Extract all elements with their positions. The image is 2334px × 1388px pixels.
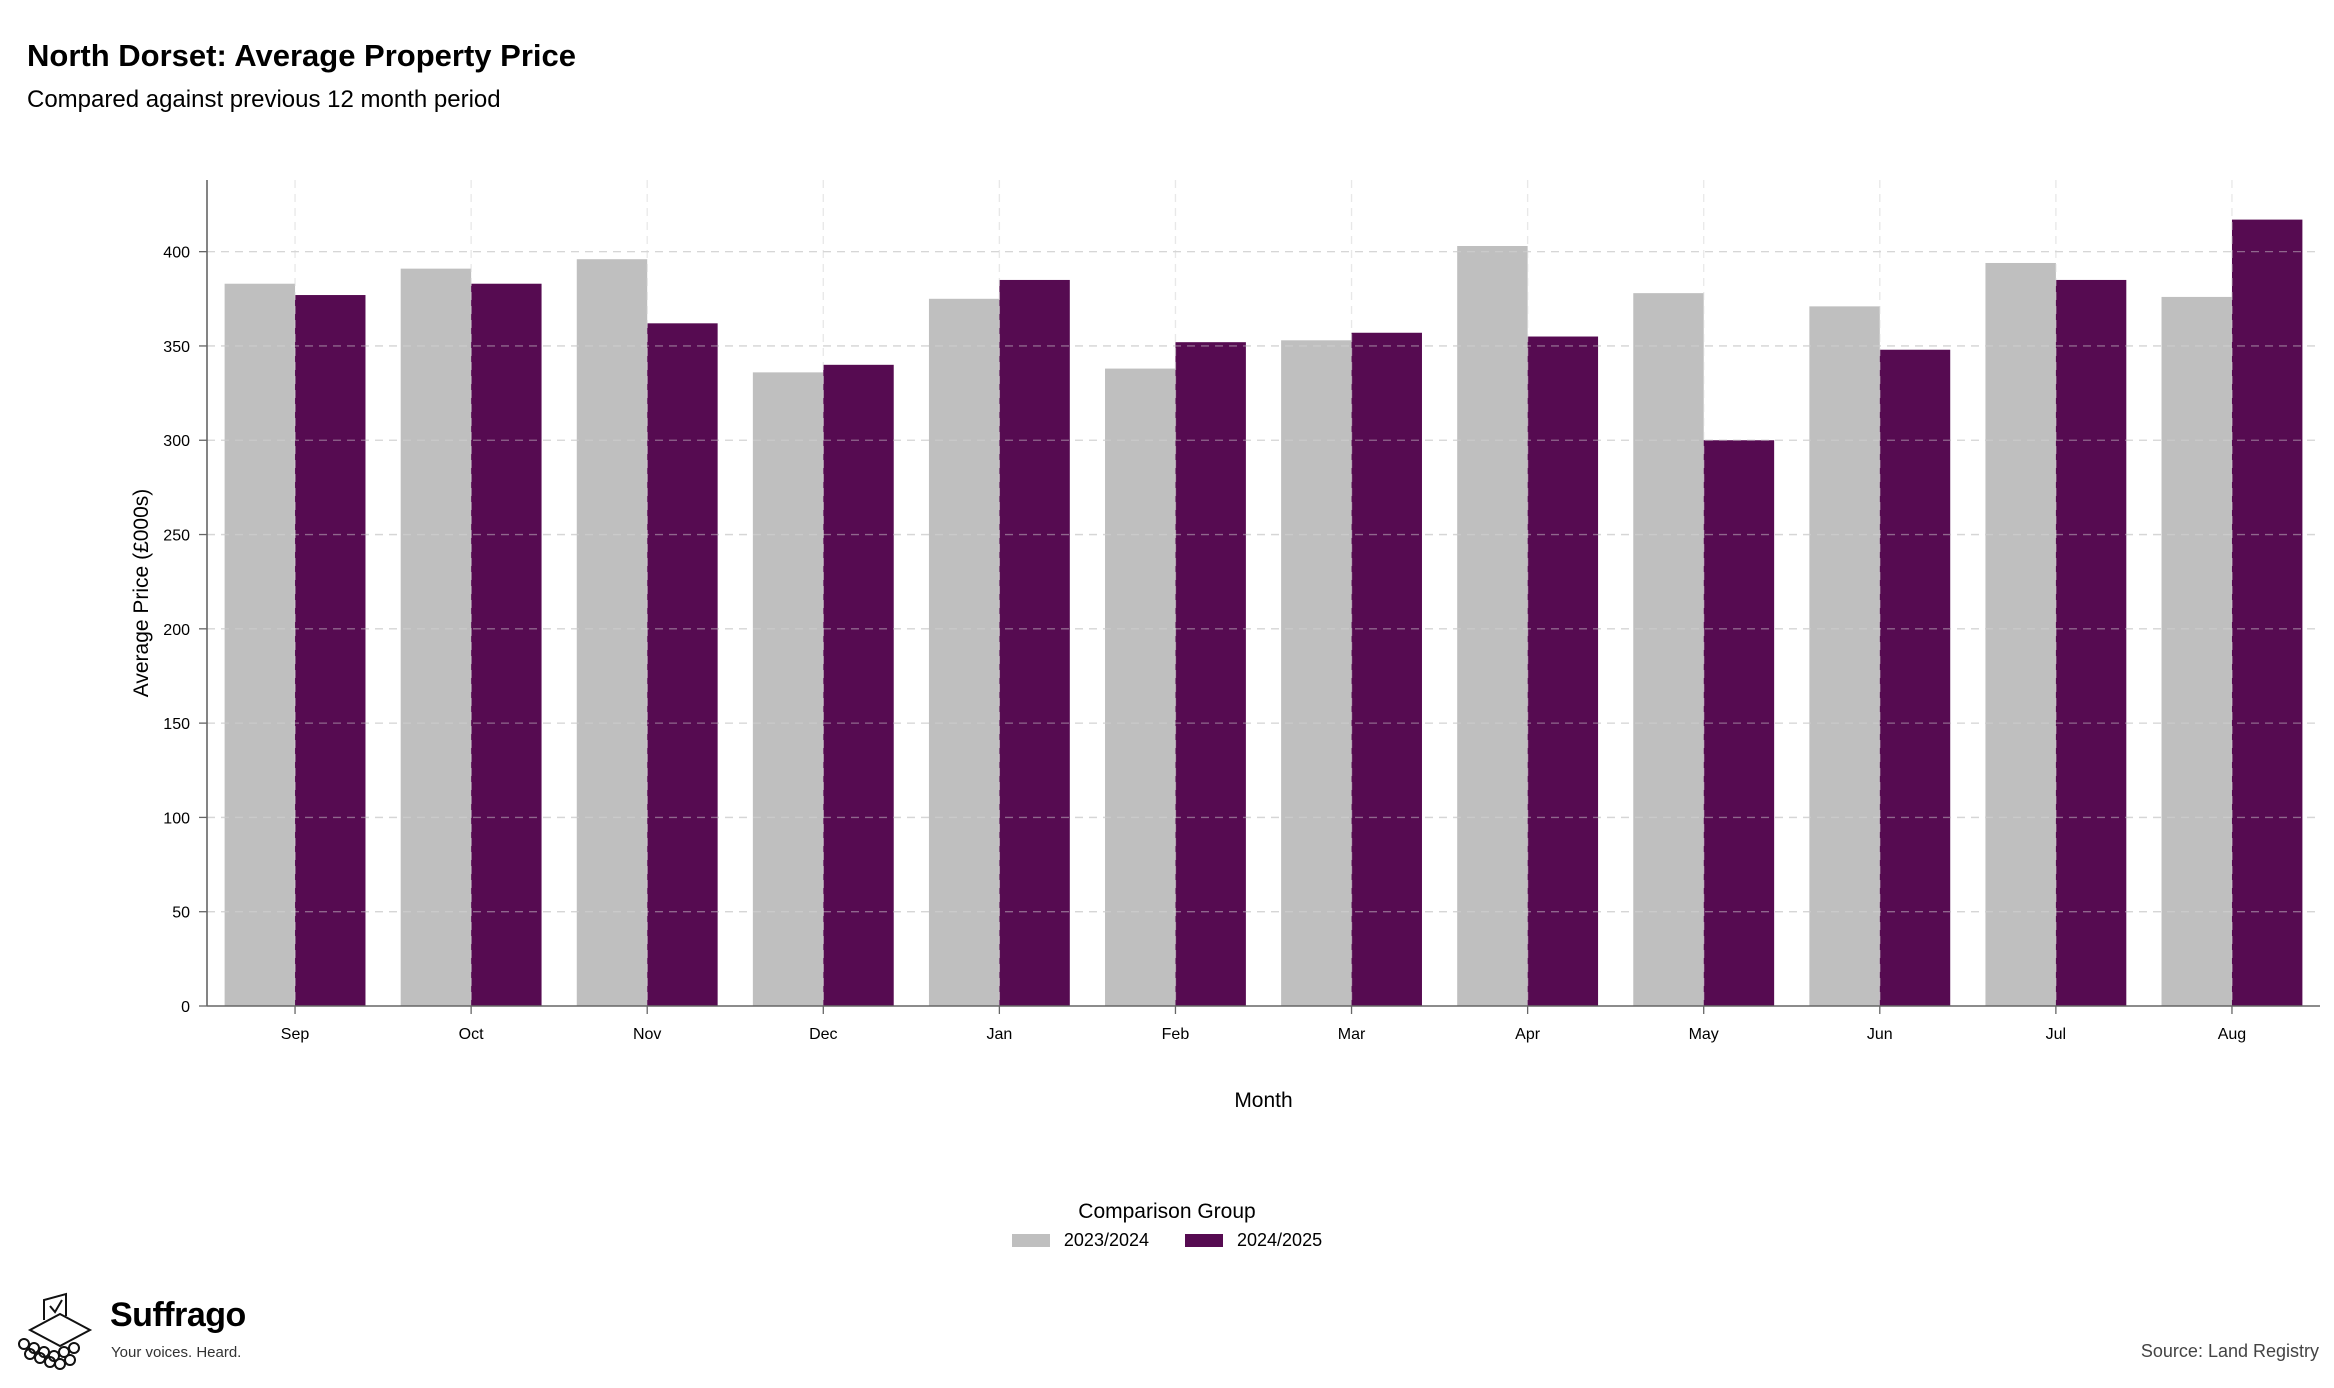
legend-label-2023-2024: 2023/2024 <box>1063 1230 1149 1250</box>
x-tick-label: Nov <box>633 1026 661 1043</box>
bar-jul-2024-2025 <box>2055 279 2127 1006</box>
bar-jun-2023-2024 <box>1809 306 1880 1007</box>
x-tick-label: Apr <box>1515 1026 1541 1043</box>
source-note: Source: Land Registry <box>2140 1341 2319 1361</box>
y-axis-title: Average Price (£000s) <box>130 489 153 698</box>
bar-oct-2023-2024 <box>400 268 472 1006</box>
bar-may-2024-2025 <box>1703 440 1775 1006</box>
bar-apr-2024-2025 <box>1527 336 1599 1006</box>
x-axis-title: Month <box>1234 1089 1292 1112</box>
bars <box>224 219 2303 1007</box>
bar-may-2023-2024 <box>1633 293 1704 1006</box>
x-tick-label: Sep <box>281 1026 310 1043</box>
ballot-box-icon <box>18 1292 93 1370</box>
y-tick-label: 200 <box>163 622 190 639</box>
bar-jul-2023-2024 <box>1985 262 2056 1006</box>
legend: Comparison Group 2023/2024 2024/2025 <box>0 1200 2334 1251</box>
suffrago-logo: Suffrago Your voices. Heard. <box>14 1292 274 1372</box>
bar-jun-2024-2025 <box>1879 349 1951 1006</box>
brand-tagline: Your voices. Heard. <box>111 1344 242 1361</box>
x-tick-label: Jun <box>1867 1026 1893 1043</box>
x-tick-label: Feb <box>1162 1026 1190 1043</box>
bar-jan-2024-2025 <box>999 279 1070 1006</box>
grid-lines <box>207 251 2320 913</box>
y-tick-label: 400 <box>163 245 190 262</box>
x-tick-label: Aug <box>2218 1026 2246 1043</box>
legend-swatch-2023-2024 <box>1011 1234 1050 1247</box>
y-tick-label: 250 <box>163 528 190 545</box>
y-tick-label: 350 <box>163 339 190 356</box>
vertical-grid-overlay <box>207 180 2320 1006</box>
x-tick-label: Dec <box>809 1026 837 1043</box>
x-tick-label: Oct <box>459 1026 484 1043</box>
bar-jan-2023-2024 <box>928 298 1000 1006</box>
x-tick-label: Jul <box>2046 1026 2066 1043</box>
x-tick-label: Jan <box>986 1026 1012 1043</box>
bar-nov-2023-2024 <box>576 259 648 1007</box>
chart-subtitle: Compared against previous 12 month perio… <box>27 86 501 113</box>
legend-title: Comparison Group <box>1078 1200 1256 1223</box>
legend-item-2023-2024: 2023/2024 <box>1011 1230 1149 1251</box>
bar-feb-2023-2024 <box>1105 368 1176 1006</box>
bar-feb-2024-2025 <box>1175 342 1246 1007</box>
bar-mar-2024-2025 <box>1351 332 1422 1006</box>
y-tick-label: 300 <box>163 433 190 450</box>
chart-title: North Dorset: Average Property Price <box>27 38 576 73</box>
legend-label-2024-2025: 2024/2025 <box>1237 1230 1323 1250</box>
brand-name: Suffrago <box>110 1296 246 1334</box>
bar-apr-2023-2024 <box>1457 246 1528 1006</box>
legend-swatch-2024-2025 <box>1185 1234 1223 1247</box>
y-tick-label: 100 <box>163 810 190 827</box>
bar-aug-2024-2025 <box>2231 219 2303 1007</box>
bar-sep-2024-2025 <box>295 295 366 1007</box>
bar-mar-2023-2024 <box>1281 340 1352 1006</box>
bar-nov-2024-2025 <box>647 323 718 1006</box>
x-tick-label: May <box>1689 1026 1719 1043</box>
bar-dec-2023-2024 <box>752 372 824 1006</box>
bar-sep-2023-2024 <box>224 283 296 1007</box>
bar-dec-2024-2025 <box>823 364 894 1007</box>
x-tick-label: Mar <box>1338 1026 1366 1043</box>
axes: 0 50 100 150 200 250 300 350 400 Sep Oct Nov Dec Jan F… <box>163 180 2320 1043</box>
bar-aug-2023-2024 <box>2161 296 2232 1006</box>
legend-item-2024-2025: 2024/2025 <box>1185 1230 1322 1251</box>
y-tick-label: 150 <box>163 716 190 733</box>
bar-oct-2024-2025 <box>471 283 542 1007</box>
y-tick-label: 50 <box>172 905 190 922</box>
y-tick-label: 0 <box>181 999 190 1016</box>
